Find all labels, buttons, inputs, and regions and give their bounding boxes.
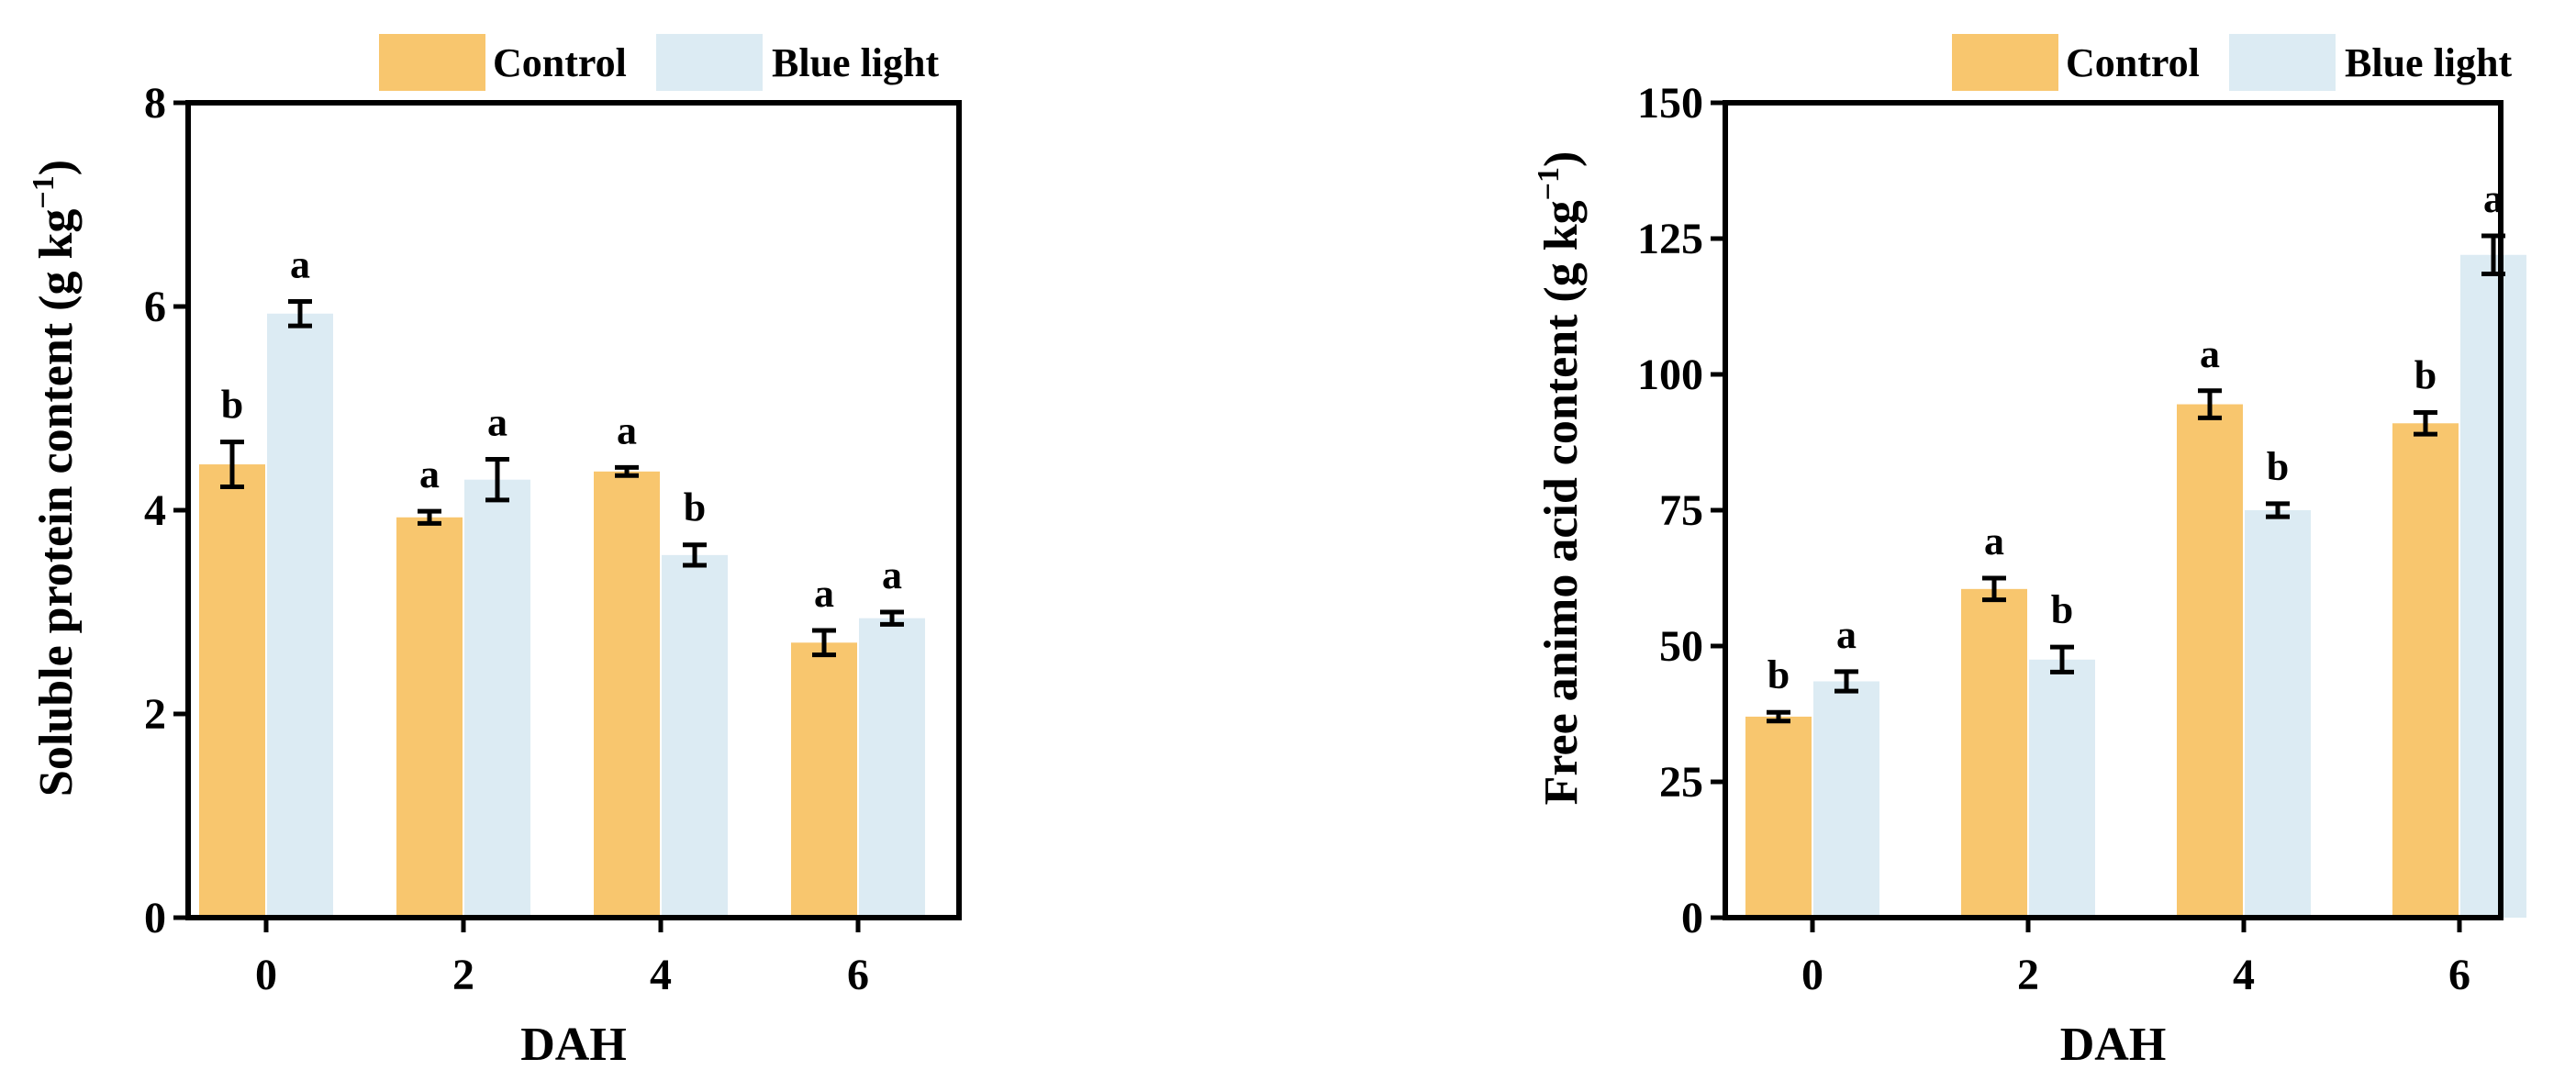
legend-swatch-control <box>379 34 485 91</box>
chart-panel-1: b a a a a a b a 0 2 4 6 8 0 2 4 6 DAH Soluble protein cont… <box>27 34 962 1071</box>
y-tick-label: 2 <box>144 690 166 739</box>
bar-blue-light-4 <box>2245 510 2311 918</box>
y-axis-title-superscript: −1 <box>1532 167 1566 200</box>
y-axis-title: Soluble protein content (g kg−1) <box>27 160 83 797</box>
bar-control-2 <box>1961 588 2027 918</box>
significance-letter: a <box>1836 612 1857 657</box>
legend: Control Blue light <box>379 34 939 91</box>
bar-blue-light-0 <box>1813 681 1879 918</box>
y-tick-label: 0 <box>1681 894 1703 942</box>
error-bar <box>812 628 836 658</box>
legend-label-control: Control <box>2066 40 2200 85</box>
significance-letter: b <box>221 383 243 428</box>
y-axis-title-main: Free animo acid content (g kg <box>1535 200 1588 805</box>
error-bar <box>880 609 904 627</box>
error-bar <box>220 440 244 489</box>
bar-control-0 <box>1745 716 1812 918</box>
y-axis-title-close: ) <box>30 160 83 175</box>
bar-control-2 <box>396 517 463 918</box>
bar-blue-light-2 <box>464 479 530 918</box>
x-tick-label: 2 <box>2017 951 2039 999</box>
error-bar <box>1834 669 1858 694</box>
significance-letter: a <box>617 407 637 452</box>
error-bar <box>683 542 707 568</box>
x-tick-label: 6 <box>2448 951 2470 999</box>
x-tick-label: 4 <box>650 951 672 999</box>
error-bar <box>1982 575 2006 603</box>
significance-letter: a <box>419 451 440 496</box>
error-bar <box>2050 644 2074 674</box>
bar-blue-light-2 <box>2029 659 2095 918</box>
significance-letter: a <box>2200 331 2220 376</box>
x-tick-label: 4 <box>2233 951 2255 999</box>
y-tick-label: 4 <box>144 486 166 535</box>
legend-label-control: Control <box>493 40 627 85</box>
significance-letter: a <box>1984 518 2004 563</box>
y-tick-label: 0 <box>144 894 166 942</box>
x-axis-title: DAH <box>520 1019 627 1071</box>
significance-letter: a <box>882 552 902 597</box>
y-tick-label: 25 <box>1659 758 1703 807</box>
legend-swatch-blue-light <box>2229 34 2336 91</box>
error-bar <box>1767 709 1790 724</box>
bar-control-6 <box>2392 423 2459 918</box>
significance-letter: b <box>2267 444 2289 489</box>
significance-letter: a <box>814 571 834 616</box>
y-axis-title-close: ) <box>1535 151 1588 167</box>
x-tick-label: 0 <box>1801 951 1823 999</box>
bar-control-4 <box>2177 404 2243 918</box>
legend-swatch-blue-light <box>656 34 763 91</box>
y-tick-label: 6 <box>144 283 166 331</box>
error-bar <box>2414 409 2437 437</box>
x-tick-label: 6 <box>847 951 869 999</box>
legend-swatch-control <box>1952 34 2058 91</box>
y-tick-label: 125 <box>1637 215 1703 263</box>
bar-control-4 <box>594 471 660 918</box>
error-bar <box>2266 501 2290 519</box>
bar-control-0 <box>199 464 265 918</box>
y-axis-title: Free animo acid content (g kg−1) <box>1532 151 1588 806</box>
bar-blue-light-6 <box>859 618 925 918</box>
x-axis-title: DAH <box>2060 1019 2167 1071</box>
y-axis-title-main: Soluble protein content (g kg <box>30 209 83 797</box>
bar-blue-light-4 <box>662 554 728 918</box>
y-axis-title-superscript: −1 <box>27 175 61 208</box>
significance-letter: b <box>1768 652 1790 697</box>
y-tick-label: 100 <box>1637 351 1703 399</box>
y-tick-label: 75 <box>1659 486 1703 535</box>
significance-letter: b <box>2414 352 2437 397</box>
x-tick-label: 0 <box>255 951 277 999</box>
bar-blue-light-0 <box>267 313 333 918</box>
y-tick-label: 50 <box>1659 622 1703 671</box>
significance-letter: b <box>2051 587 2073 632</box>
x-tick-label: 2 <box>452 951 474 999</box>
legend-label-blue-light: Blue light <box>2345 40 2512 85</box>
bar-blue-light-6 <box>2460 254 2526 918</box>
significance-letter: a <box>487 400 507 445</box>
y-tick-label: 150 <box>1637 79 1703 128</box>
legend-label-blue-light: Blue light <box>772 40 939 85</box>
bar-control-6 <box>791 642 857 918</box>
y-tick-label: 8 <box>144 79 166 128</box>
error-bar <box>615 464 639 478</box>
error-bar <box>485 457 509 503</box>
error-bar <box>2198 388 2222 420</box>
error-bar <box>288 298 312 329</box>
error-bar <box>418 508 441 526</box>
significance-letter: a <box>290 241 310 286</box>
legend: Control Blue light <box>1952 34 2512 91</box>
significance-letter: b <box>684 485 706 530</box>
